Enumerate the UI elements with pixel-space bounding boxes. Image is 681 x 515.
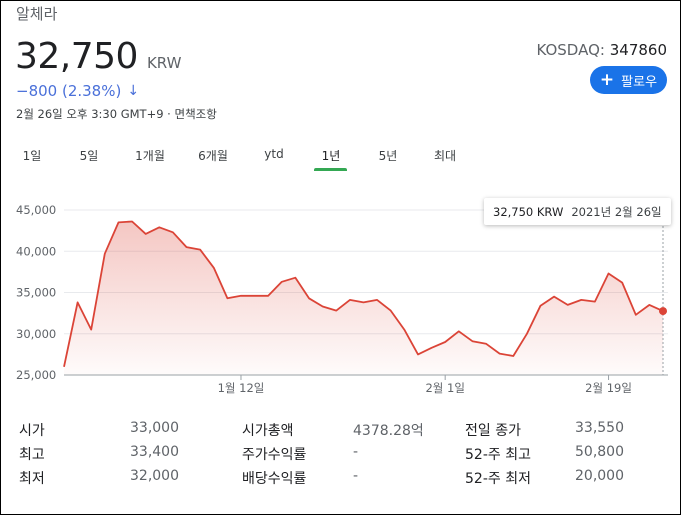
follow-button[interactable]: + 팔로우: [590, 66, 667, 94]
tab-5-year[interactable]: 5년: [378, 149, 398, 163]
tooltip-date: 2021년 2월 26일: [571, 204, 662, 219]
stat-value-52w-high: 50,800: [575, 444, 624, 460]
price-change-value: −800 (2.38%): [16, 82, 122, 100]
exchange-ticker: KOSDAQ: 347860: [536, 41, 667, 59]
plus-icon: +: [599, 69, 615, 90]
stat-value-market-cap: 4378.28억: [353, 423, 424, 439]
exchange-label: KOSDAQ:: [536, 41, 605, 59]
current-price: 32,750: [15, 36, 138, 77]
y-tick-label: 35,000: [16, 286, 56, 300]
y-tick-label: 25,000: [16, 368, 56, 382]
currency: KRW: [146, 54, 182, 72]
timestamp: 2월 26일 오후 3:30 GMT+9 · 면책조항: [16, 107, 217, 121]
stat-label-low: 최저: [19, 471, 45, 487]
stat-label-dividend-yield: 배당수익률: [242, 471, 307, 487]
x-tick-label: 2월 1일: [425, 381, 464, 395]
y-tick-label: 30,000: [16, 327, 56, 341]
stat-value-high: 33,400: [130, 444, 179, 460]
tooltip-value: 32,750 KRW: [493, 204, 564, 219]
company-name[interactable]: 알체라: [16, 5, 58, 23]
active-tab-indicator: [314, 168, 347, 171]
x-tick-label: 1월 12일: [218, 381, 265, 395]
price-line: [63, 220, 664, 367]
price-row: 32,750 KRW: [15, 36, 181, 77]
stat-label-market-cap: 시가총액: [242, 423, 294, 439]
chart-tooltip: 32,750 KRW 2021년 2월 26일: [484, 198, 671, 225]
stat-value-dividend-yield: -: [353, 468, 359, 484]
stat-label-prev-close: 전일 종가: [465, 423, 521, 439]
stat-label-52w-high: 52-주 최고: [465, 447, 531, 463]
price-change: −800 (2.38%) ↓: [16, 82, 139, 100]
x-tick-label: 2월 19일: [585, 381, 632, 395]
tab-5-day[interactable]: 5일: [79, 149, 99, 163]
follow-label: 팔로우: [621, 74, 658, 90]
y-tick-label: 45,000: [16, 203, 56, 217]
stat-value-prev-close: 33,550: [575, 420, 624, 436]
stat-label-52w-low: 52-주 최저: [465, 471, 531, 487]
tab-ytd[interactable]: ytd: [264, 147, 284, 161]
price-chart[interactable]: 45,000 40,000 35,000 30,000 25,000 1월 12일 2월 …: [0, 190, 681, 405]
stat-value-open: 33,000: [130, 420, 179, 436]
hover-point: [659, 307, 667, 316]
tab-max[interactable]: 최대: [433, 149, 457, 163]
stat-label-open: 시가: [19, 423, 45, 439]
y-tick-label: 40,000: [16, 244, 56, 258]
tab-1-day[interactable]: 1일: [22, 149, 42, 163]
tab-1-year[interactable]: 1년: [321, 149, 341, 163]
price-area: [64, 221, 663, 375]
stat-value-low: 32,000: [130, 468, 179, 484]
arrow-down-icon: ↓: [127, 83, 140, 99]
stat-value-pe-ratio: -: [353, 444, 359, 460]
stat-label-pe-ratio: 주가수익률: [242, 447, 307, 463]
range-tabs: 1일 5일 1개월 6개월 ytd 1년 5년 최대: [0, 142, 681, 172]
ticker-code: 347860: [609, 41, 667, 59]
stat-value-52w-low: 20,000: [575, 468, 624, 484]
tab-6-month[interactable]: 6개월: [198, 149, 228, 163]
stat-label-high: 최고: [19, 447, 45, 463]
chart-svg: 45,000 40,000 35,000 30,000 25,000 1월 12일 2월 …: [16, 203, 668, 395]
tab-1-month[interactable]: 1개월: [135, 149, 165, 163]
